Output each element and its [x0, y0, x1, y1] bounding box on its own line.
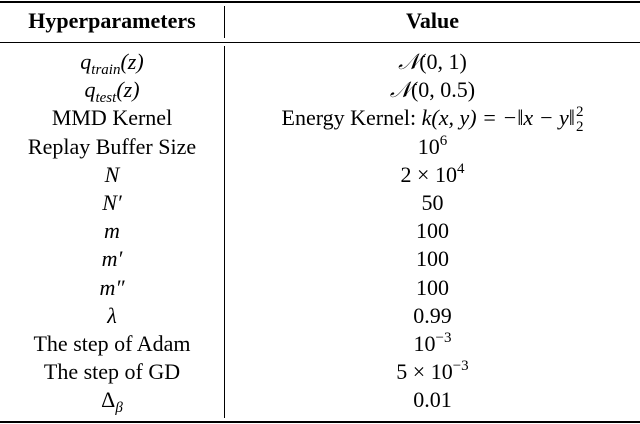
- table-row: λ 0.99: [0, 302, 640, 330]
- argument: (z): [116, 77, 140, 103]
- param-name: m″: [99, 274, 125, 300]
- table-row: N′ 50: [0, 189, 640, 217]
- param-value: 𝒩(0, 0.5): [225, 76, 640, 104]
- exponent: 4: [456, 160, 465, 177]
- table-row: m″ 100: [0, 274, 640, 302]
- param-value: 100: [416, 246, 449, 272]
- param-value: 2 × 104: [225, 161, 640, 189]
- table-header-rule: [0, 42, 640, 43]
- param-name: qtest(z): [0, 76, 224, 107]
- symbol: Δ: [101, 387, 116, 413]
- param-name: N′: [102, 189, 122, 215]
- normal-symbol: 𝒩: [389, 78, 411, 104]
- exponent: −3: [452, 358, 469, 375]
- exponent: −3: [435, 329, 452, 346]
- subscript: train: [91, 62, 121, 78]
- argument: (z): [120, 49, 144, 74]
- subscript: 2: [575, 119, 584, 136]
- symbol: q: [80, 49, 92, 74]
- table-row: N 2 × 104: [0, 161, 640, 189]
- param-name: The step of GD: [43, 359, 181, 385]
- param-value: 100: [416, 274, 449, 300]
- normal-symbol: 𝒩: [398, 50, 420, 75]
- param-name: λ: [107, 302, 117, 328]
- param-name: The step of Adam: [33, 330, 191, 356]
- param-value: 0.99: [413, 302, 452, 328]
- base: 10: [417, 133, 440, 159]
- symbol: q: [84, 77, 96, 103]
- base: 2 × 10: [400, 161, 457, 187]
- column-divider-body: [224, 46, 225, 418]
- superscript: 2: [575, 104, 584, 121]
- param-value: 𝒩(0, 1): [225, 48, 640, 76]
- param-name: N: [104, 161, 120, 187]
- table-bottom-rule: [0, 421, 640, 423]
- param-value: 50: [421, 189, 444, 215]
- column-divider-header: [224, 6, 225, 38]
- table-row: qtest(z) 𝒩(0, 0.5): [0, 76, 640, 107]
- table-row: The step of GD 5 × 10−3: [0, 358, 640, 386]
- param-name: MMD Kernel: [51, 105, 173, 131]
- param-name: qtrain(z): [0, 48, 224, 78]
- param-name: m′: [101, 246, 123, 272]
- table-row: The step of Adam 10−3: [0, 330, 640, 358]
- base: 10: [413, 330, 436, 356]
- param-value: 100: [416, 218, 449, 244]
- value-text: Energy Kernel:: [281, 105, 422, 131]
- arguments: (0, 1): [419, 49, 467, 74]
- param-name: m: [104, 218, 120, 244]
- param-value: 0.01: [413, 387, 452, 413]
- table-top-rule: [0, 1, 640, 3]
- table-row: Replay Buffer Size 106: [0, 133, 640, 161]
- table-row: m 100: [0, 217, 640, 245]
- table-row: Δβ 0.01: [0, 386, 640, 417]
- table-row: qtrain(z) 𝒩(0, 1): [0, 48, 640, 78]
- param-value: 10−3: [225, 330, 640, 358]
- kernel-formula: k(x, y) = −‖x − y‖: [421, 105, 575, 131]
- param-value: 5 × 10−3: [225, 358, 640, 386]
- arguments: (0, 0.5): [410, 77, 476, 103]
- table-body: qtrain(z) 𝒩(0, 1) qtest(z) 𝒩(0, 0.5) MMD…: [0, 48, 640, 417]
- table-row: m′ 100: [0, 245, 640, 273]
- param-name: Replay Buffer Size: [27, 133, 197, 159]
- base: 5 × 10: [396, 359, 453, 385]
- param-value: 106: [225, 133, 640, 161]
- subscript: test: [95, 90, 117, 107]
- param-name: Δβ: [0, 386, 224, 417]
- header-hyperparameters: Hyperparameters: [28, 8, 196, 33]
- table-row: MMD Kernel Energy Kernel: k(x, y) = −‖x …: [0, 104, 640, 135]
- subscript: β: [115, 400, 123, 417]
- param-value: Energy Kernel: k(x, y) = −‖x − y‖ 2 2: [225, 104, 640, 135]
- header-value: Value: [406, 8, 459, 33]
- exponent: 6: [439, 132, 448, 149]
